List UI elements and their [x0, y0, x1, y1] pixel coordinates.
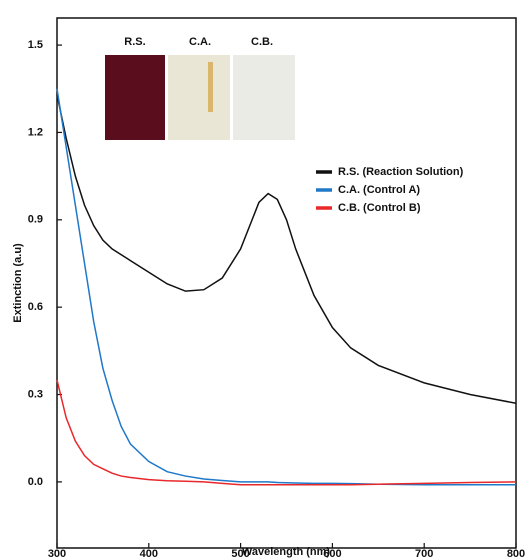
x-tick-label: 300: [48, 548, 66, 560]
y-tick-label: 0.9: [28, 214, 43, 226]
x-tick-label: 800: [507, 548, 525, 560]
y-tick-label: 0.0: [28, 476, 43, 488]
series-line: [56, 379, 517, 486]
photo-cb: [233, 55, 295, 140]
inset-label: R.S.: [124, 36, 145, 48]
y-axis-label: Extinction (a.u): [12, 243, 24, 323]
series-line: [56, 88, 516, 486]
x-tick-label: 700: [415, 548, 433, 560]
x-axis-label: Wavelength (nm): [242, 546, 331, 558]
y-tick-label: 0.3: [28, 388, 43, 400]
y-tick-label: 1.5: [28, 39, 43, 51]
inset-photos: [105, 55, 295, 140]
inset-label: C.B.: [251, 36, 273, 48]
x-tick-label: 400: [140, 548, 158, 560]
y-tick-label: 0.6: [28, 301, 43, 313]
x-tick-label: 600: [323, 548, 341, 560]
y-tick-label: 1.2: [28, 126, 43, 138]
legend-label: C.B. (Control B): [338, 202, 421, 214]
photo-rs: [105, 55, 165, 140]
plot-frame: [56, 17, 517, 549]
x-tick-label: 500: [231, 548, 249, 560]
series-line: [56, 94, 517, 405]
legend-label: C.A. (Control A): [338, 184, 420, 196]
photo-ca-mark: [208, 62, 213, 112]
inset-label: C.A.: [189, 36, 211, 48]
legend-label: R.S. (Reaction Solution): [338, 166, 464, 178]
photo-ca: [168, 55, 230, 140]
